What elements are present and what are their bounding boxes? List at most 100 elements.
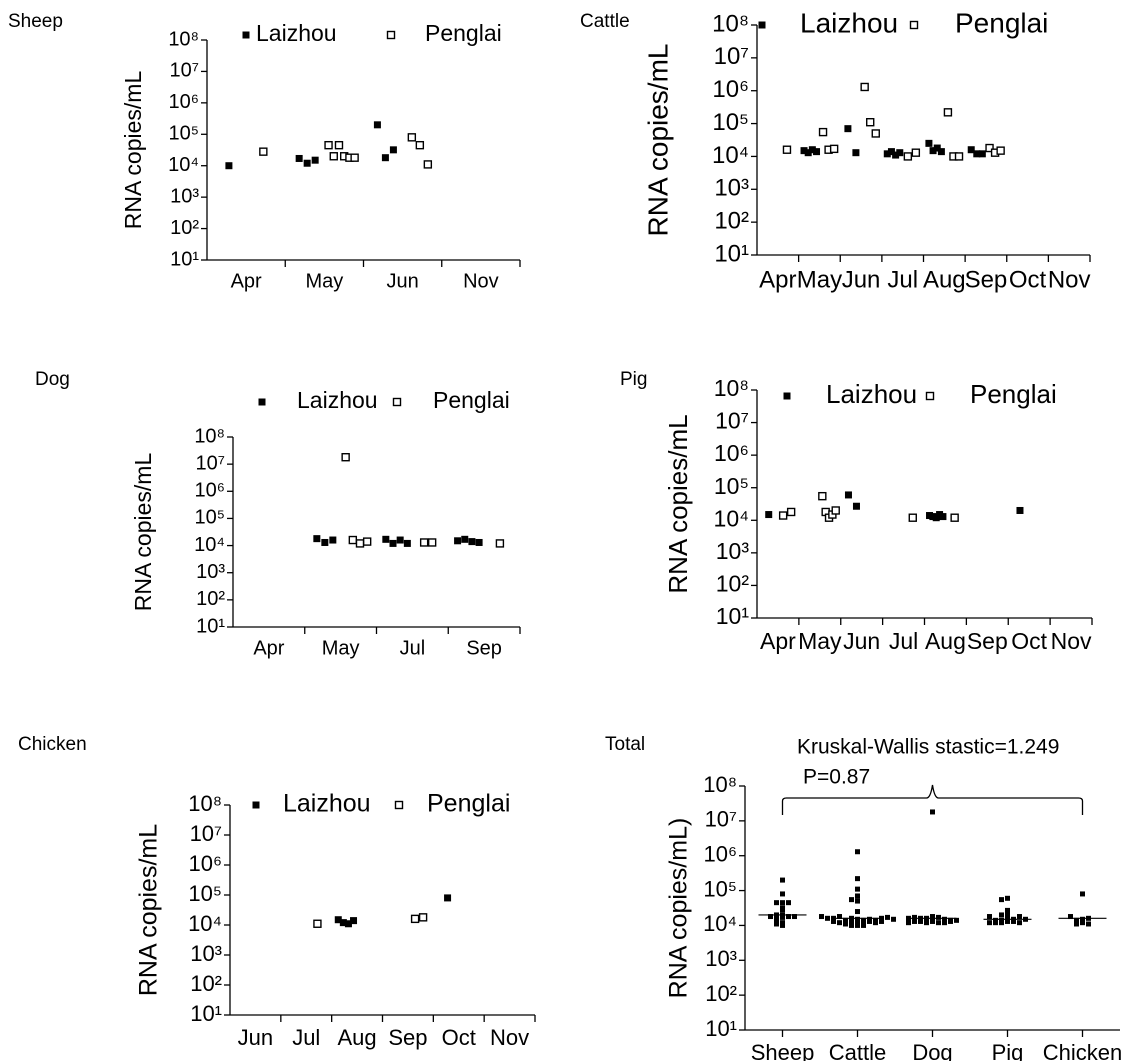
data-point bbox=[334, 916, 342, 924]
data-point bbox=[1017, 914, 1022, 920]
data-point bbox=[225, 162, 233, 170]
data-point bbox=[311, 156, 319, 164]
data-point bbox=[973, 150, 981, 158]
x-tick-label: Apr bbox=[760, 628, 796, 654]
legend-label: Laizhou bbox=[256, 20, 337, 46]
data-point bbox=[768, 914, 773, 920]
annotation: P=0.87 bbox=[803, 766, 870, 789]
data-point bbox=[1080, 891, 1085, 897]
data-point bbox=[849, 897, 854, 903]
y-tick-label: 10⁸ bbox=[714, 375, 749, 401]
data-point bbox=[778, 511, 788, 520]
data-point bbox=[423, 160, 433, 169]
y-tick-label: 10² bbox=[170, 217, 199, 239]
data-point bbox=[873, 920, 878, 926]
data-point bbox=[415, 140, 425, 150]
data-point bbox=[936, 914, 941, 920]
data-point bbox=[780, 920, 785, 926]
data-point bbox=[855, 918, 860, 924]
y-tick-label: 10³ bbox=[714, 175, 749, 202]
data-point bbox=[407, 133, 417, 142]
panel-title: Dog bbox=[35, 369, 70, 390]
data-point bbox=[350, 917, 358, 925]
legend-marker bbox=[925, 391, 935, 401]
data-point bbox=[786, 914, 791, 920]
data-point bbox=[871, 129, 880, 138]
x-tick-label: Aug bbox=[338, 1025, 377, 1050]
data-point bbox=[1005, 895, 1010, 901]
data-point bbox=[939, 513, 947, 521]
data-point bbox=[829, 144, 839, 154]
data-point bbox=[774, 900, 779, 906]
data-point bbox=[844, 125, 852, 133]
data-point bbox=[813, 148, 821, 156]
y-tick-label: 10² bbox=[716, 571, 750, 597]
data-point bbox=[912, 914, 917, 920]
data-point bbox=[892, 151, 900, 159]
data-point bbox=[896, 149, 904, 157]
x-tick-label: Pig bbox=[992, 1040, 1024, 1061]
data-point bbox=[906, 920, 911, 926]
data-point bbox=[454, 537, 462, 545]
data-point bbox=[1080, 916, 1085, 922]
data-point bbox=[929, 147, 937, 155]
data-point bbox=[860, 82, 869, 92]
legend-label: Penglai bbox=[970, 379, 1057, 409]
data-point bbox=[925, 139, 933, 147]
x-tick-label: Nov bbox=[1048, 266, 1091, 293]
data-point bbox=[355, 539, 365, 548]
data-point bbox=[350, 153, 359, 162]
data-point bbox=[933, 144, 941, 152]
data-point bbox=[837, 914, 842, 920]
data-point bbox=[948, 918, 953, 924]
data-point bbox=[259, 147, 268, 156]
panel-title: Cattle bbox=[580, 11, 630, 32]
data-point bbox=[475, 538, 483, 546]
x-tick-label: Apr bbox=[759, 266, 796, 293]
y-tick-label: 10⁵ bbox=[703, 876, 737, 901]
data-point bbox=[999, 920, 1004, 926]
data-point bbox=[867, 916, 872, 922]
y-tick-label: 10¹ bbox=[196, 615, 225, 637]
y-tick-label: 10⁷ bbox=[715, 408, 749, 434]
data-point bbox=[866, 118, 875, 127]
x-tick-label: Oct bbox=[1009, 266, 1047, 293]
data-point bbox=[427, 538, 437, 547]
y-tick-label: 10⁵ bbox=[712, 109, 749, 136]
data-point bbox=[786, 900, 791, 906]
y-tick-label: 10⁴ bbox=[188, 911, 222, 936]
y-tick-label: 10⁶ bbox=[703, 842, 737, 867]
data-point bbox=[324, 140, 333, 150]
data-point bbox=[1017, 920, 1022, 926]
data-point bbox=[937, 148, 945, 156]
y-tick-label: 10³ bbox=[705, 946, 737, 971]
data-point bbox=[1074, 917, 1079, 923]
y-tick-label: 10⁸ bbox=[712, 10, 749, 37]
annotation: Kruskal-Wallis stastic=1.249 bbox=[797, 736, 1059, 759]
data-point bbox=[389, 539, 397, 547]
legend-marker bbox=[783, 392, 791, 400]
y-axis-label: RNA copies/mL bbox=[130, 453, 156, 612]
data-point bbox=[329, 536, 337, 544]
y-tick-label: 10⁷ bbox=[705, 807, 737, 832]
y-tick-label: 10⁸ bbox=[703, 772, 737, 797]
legend-marker bbox=[394, 800, 404, 810]
x-tick-label: Jun bbox=[842, 266, 881, 293]
x-tick-label: Chicken bbox=[1043, 1040, 1122, 1061]
data-point bbox=[861, 922, 866, 928]
data-point bbox=[1005, 918, 1010, 924]
y-axis-label: RNA copies/mL bbox=[663, 414, 693, 593]
data-point bbox=[879, 918, 884, 924]
x-tick-label: Jul bbox=[400, 637, 426, 659]
data-point bbox=[403, 539, 411, 547]
data-point bbox=[373, 121, 381, 129]
legend-label: Penglai bbox=[427, 790, 510, 818]
data-point bbox=[999, 897, 1004, 903]
panel-title: Sheep bbox=[8, 11, 63, 32]
data-point bbox=[382, 535, 390, 543]
data-point bbox=[852, 149, 860, 157]
y-tick-label: 10³ bbox=[716, 538, 750, 564]
data-point bbox=[418, 913, 428, 922]
y-tick-label: 10⁷ bbox=[170, 60, 199, 82]
data-point bbox=[918, 918, 923, 924]
